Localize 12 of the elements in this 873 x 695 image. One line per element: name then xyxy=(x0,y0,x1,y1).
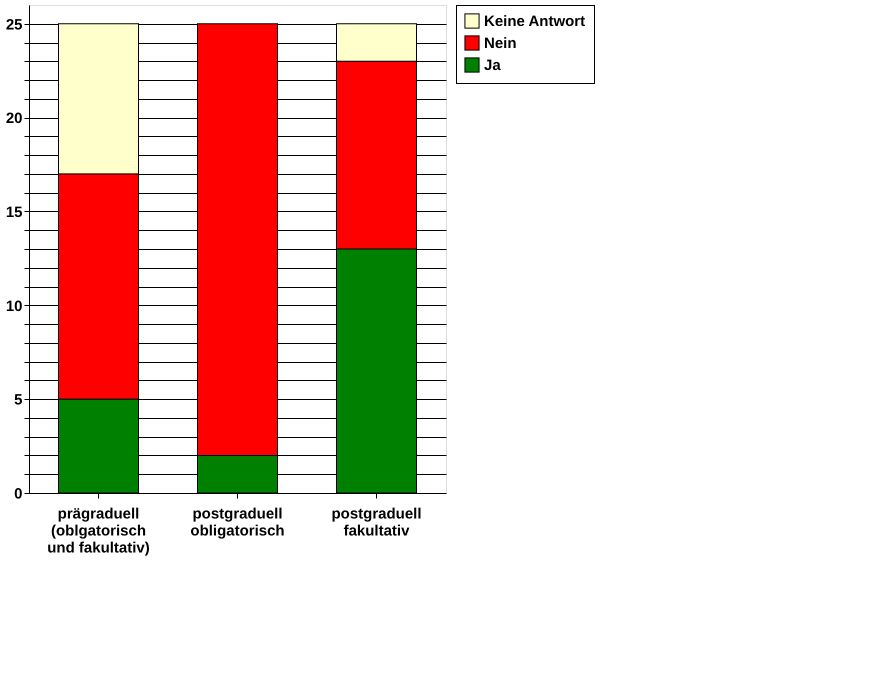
y-tick-label: 10 xyxy=(6,298,22,315)
x-tick-label: postgraduell fakultativ xyxy=(331,506,422,540)
y-tick-label: 25 xyxy=(6,16,22,34)
legend-label: Ja xyxy=(484,57,502,74)
x-tick-label: prägraduell (oblgatorisch und fakultativ) xyxy=(47,506,150,556)
x-tick-label: postgraduell obligatorisch xyxy=(190,506,285,540)
y-tick-label: 15 xyxy=(6,204,22,221)
y-tick-label: 20 xyxy=(6,110,22,128)
legend-label: Nein xyxy=(484,35,517,52)
legend-label: Keine Antwort xyxy=(484,13,586,30)
y-tick-label: 0 xyxy=(14,486,22,502)
y-tick-label: 5 xyxy=(14,392,22,409)
